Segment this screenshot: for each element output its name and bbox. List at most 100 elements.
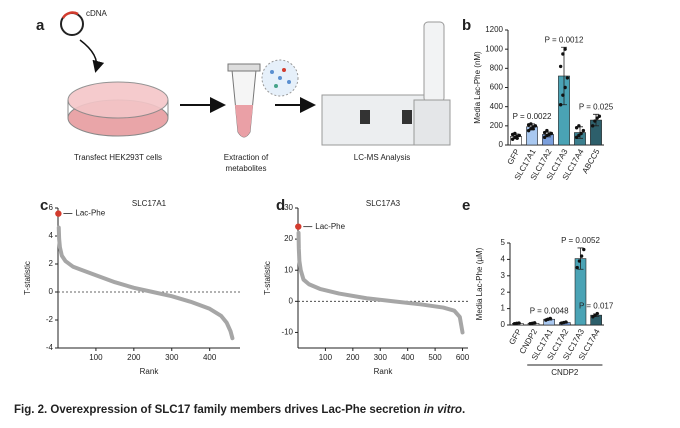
x-tick-label: 400	[203, 353, 217, 362]
panel-a: a cDNA Transfect HEK293T cells Extractio…	[36, 9, 451, 173]
data-point	[579, 254, 584, 258]
data-point	[593, 119, 597, 123]
data-point	[577, 259, 582, 263]
data-point	[517, 133, 522, 138]
y-tick-label: 800	[490, 63, 504, 72]
x-axis-label: Rank	[374, 367, 394, 376]
caption-end: .	[462, 404, 465, 416]
data-point	[513, 131, 517, 136]
data-point	[563, 47, 567, 51]
group-label: CNDP2	[551, 368, 579, 377]
p-value: P = 0.025	[579, 102, 614, 111]
y-tick-label: 5	[501, 238, 506, 247]
step-label: Transfect HEK293T cells	[74, 153, 162, 162]
x-axis-label: Rank	[140, 367, 160, 376]
data-point	[558, 103, 563, 107]
lc-ms-machine	[321, 21, 451, 146]
data-point	[549, 131, 554, 136]
tube-fill	[235, 105, 253, 137]
y-tick-label: 30	[284, 203, 293, 212]
caption: Fig. 2. Overexpression of SLC17 family m…	[14, 404, 465, 416]
x-tick-label: GFP	[506, 148, 522, 167]
x-tick-label: 400	[401, 353, 415, 362]
p-value: P = 0.0022	[513, 112, 552, 121]
y-tick-label: 200	[490, 121, 504, 130]
x-tick-label: 100	[319, 353, 333, 362]
y-tick-label: 2	[501, 287, 506, 296]
x-tick-label: 300	[374, 353, 388, 362]
dish-wall	[67, 100, 169, 118]
data-point	[563, 85, 567, 90]
data-point	[531, 127, 535, 131]
y-axis-label: Media Lac-Phe (nM)	[473, 51, 482, 124]
y-tick-label: 10	[284, 265, 293, 274]
data-point	[574, 135, 579, 140]
data-point	[581, 128, 586, 133]
data-point	[565, 76, 570, 80]
y-tick-label: 20	[284, 234, 293, 243]
error-bar	[577, 247, 584, 270]
data-point	[564, 320, 568, 324]
step-label: Extraction of	[224, 153, 269, 162]
tube-cap	[227, 63, 261, 72]
data-point	[579, 131, 583, 136]
plasmid-insert	[61, 11, 79, 19]
data-point	[575, 265, 579, 270]
y-tick-label: 0	[49, 287, 54, 296]
y-tick-label: 0	[499, 140, 504, 149]
arrow	[79, 39, 105, 73]
y-tick-label: 1200	[485, 25, 503, 34]
x-tick-label: 600	[456, 353, 470, 362]
data-point	[597, 114, 602, 118]
data-point	[542, 130, 547, 135]
molecules	[270, 68, 291, 88]
data-point	[532, 321, 537, 325]
data-point	[558, 64, 563, 69]
data-point	[510, 137, 515, 141]
x-tick-label: 300	[165, 353, 179, 362]
plasmid-label: cDNA	[86, 9, 108, 18]
p-value: P = 0.017	[579, 302, 614, 311]
data-point	[533, 124, 538, 128]
x-tick-label: 100	[89, 353, 103, 362]
y-axis-label: T-statistic	[23, 261, 32, 295]
data-point	[561, 93, 565, 97]
data-point	[515, 136, 519, 140]
data-point	[577, 124, 581, 128]
dish-top	[67, 81, 169, 119]
y-tick-label: 2	[49, 259, 54, 268]
highlight-point	[55, 210, 62, 217]
rank-curve	[296, 230, 465, 335]
data-point	[574, 126, 579, 130]
data-point	[542, 135, 547, 140]
data-point	[517, 321, 521, 325]
p-value: P = 0.0052	[561, 236, 600, 245]
y-tick-label: 0	[501, 320, 506, 329]
panel-label: c	[40, 197, 48, 214]
chart-title: SLC17A1	[132, 199, 167, 208]
x-tick-label: 200	[127, 353, 141, 362]
caption-bold: Fig. 2. Overexpression of SLC17 family m…	[14, 404, 421, 416]
y-tick-label: 600	[490, 83, 504, 92]
data-point	[595, 116, 599, 120]
y-axis-label: Media Lac-Phe (µM)	[475, 247, 484, 320]
y-tick-label: 4	[49, 231, 54, 240]
data-point	[526, 128, 531, 133]
y-tick-label: 3	[501, 271, 506, 280]
rank-curve	[56, 225, 235, 341]
data-point	[561, 52, 565, 56]
y-axis-label: T-statistic	[263, 261, 272, 295]
panel-label: b	[462, 17, 471, 34]
highlight-label: Lac-Phe	[75, 209, 105, 218]
caption-italic: in vitro	[424, 404, 462, 416]
data-point	[595, 311, 599, 316]
y-tick-label: 400	[490, 102, 504, 111]
y-tick-label: 0	[289, 296, 294, 305]
y-tick-label: 1000	[485, 44, 503, 53]
y-tick-label: 1	[501, 304, 506, 313]
panel-label: d	[276, 197, 285, 214]
chart-title: SLC17A3	[366, 199, 401, 208]
y-tick-label: 4	[501, 255, 506, 264]
y-tick-label: -10	[281, 328, 293, 337]
